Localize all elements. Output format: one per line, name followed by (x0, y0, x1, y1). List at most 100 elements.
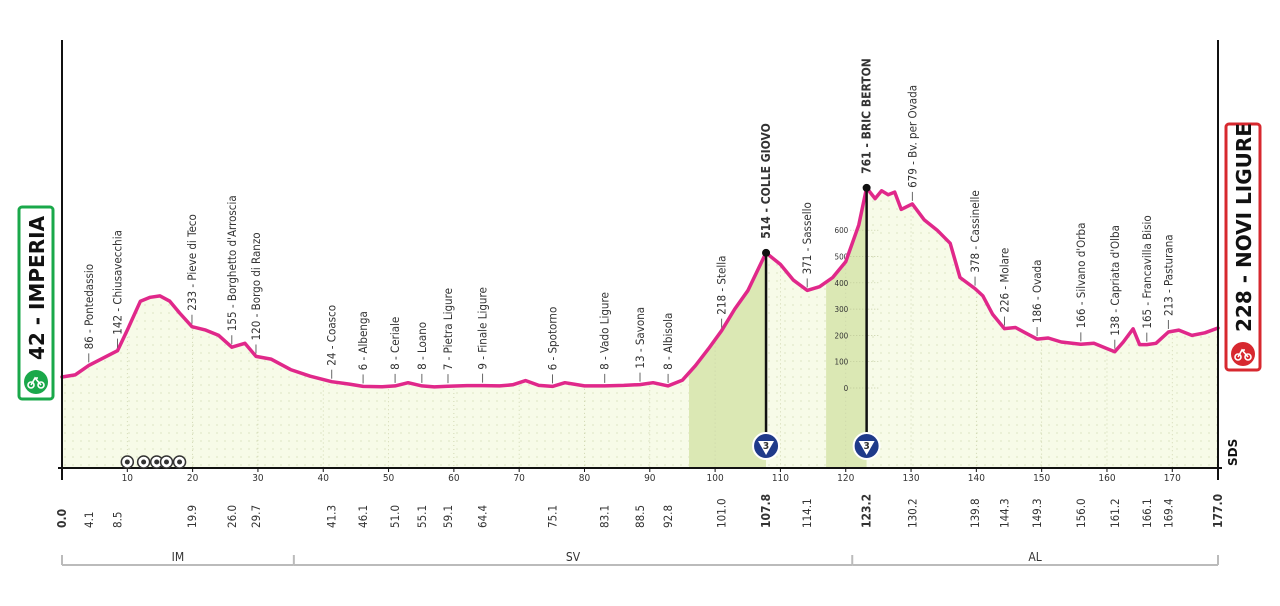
km-label: 166.1 (1140, 498, 1154, 528)
waypoint-label: 165 - Francavilla Bisio (1140, 215, 1154, 328)
start-badge: 42 - IMPERIA (17, 205, 55, 401)
start-label: 42 - IMPERIA (25, 215, 49, 360)
province-label: SV (566, 550, 581, 564)
x-tick-label: 70 (513, 473, 525, 484)
climb-scale-tick: 500 (835, 253, 849, 262)
km-label: 83.1 (598, 505, 612, 528)
km-label: 130.2 (905, 498, 919, 528)
x-tick-label: 140 (968, 473, 985, 484)
x-tick-label: 100 (707, 473, 724, 484)
profile-line (60, 186, 1220, 389)
km-label: 51.0 (388, 505, 402, 528)
start-bike-icon (24, 370, 48, 394)
waypoint-label: 13 - Savona (633, 307, 647, 369)
waypoint-label: 679 - Bv. per Ovada (905, 85, 919, 188)
waypoint-label: 8 - Loano (415, 322, 429, 370)
waypoint-label: 9 - Finale Ligure (476, 287, 490, 369)
climb-scale-tick: 0 (844, 384, 849, 393)
climb-triangle-icon (858, 441, 875, 455)
finish-bike-glyph (1234, 348, 1252, 361)
waypoint-label: 6 - Spotorno (546, 307, 560, 371)
km-label: 107.8 (759, 494, 773, 528)
km-label: 149.3 (1030, 498, 1044, 528)
km-label: 101.0 (715, 498, 729, 528)
waypoint-label: 138 - Capriata d'Olba (1108, 225, 1122, 336)
km-label: 75.1 (546, 505, 560, 528)
marker-icon-core (154, 459, 160, 465)
climb-scale-tick: 600 (835, 226, 849, 235)
km-label: 19.9 (185, 505, 199, 528)
finish-bike-icon (1231, 342, 1255, 366)
climb-category-label: 3 (763, 441, 769, 452)
climb-scale-tick: 200 (835, 331, 849, 340)
province-bar: IM SV AL (61, 550, 1219, 566)
start-badge-frame (17, 205, 55, 401)
province-label: AL (1028, 550, 1041, 564)
km-label: 114.1 (800, 498, 814, 528)
marker-icon-core (177, 459, 183, 465)
intermediate-markers (120, 455, 187, 469)
summit-dot (862, 183, 871, 192)
km-label: 92.8 (661, 505, 675, 528)
km-label: 64.4 (476, 505, 490, 528)
profile-fill (62, 187, 1218, 468)
km-label: 46.1 (356, 505, 370, 528)
waypoint-label: 6 - Albenga (356, 311, 370, 370)
waypoint-label: 120 - Borgo di Ranzo (249, 232, 263, 340)
km-label: 88.5 (633, 505, 647, 528)
summit-dot (762, 248, 771, 257)
climb-fill-1 (826, 194, 867, 468)
km-label: 161.2 (1108, 498, 1122, 528)
km-label: 8.5 (111, 512, 125, 528)
x-tick-label: 20 (187, 473, 199, 484)
km-label: 26.0 (225, 505, 239, 528)
x-tick-label: 90 (644, 473, 656, 484)
km-label: 0.0 (55, 509, 69, 528)
waypoint-label: 24 - Coasco (325, 305, 339, 366)
waypoint-label: 86 - Pontedassio (82, 264, 96, 350)
waypoints: 86 - Pontedassio 142 - Chiusavecchia 233 -… (82, 58, 1175, 450)
x-tick-label: 60 (448, 473, 460, 484)
waypoint-label: 233 - Pieve di Teco (185, 214, 199, 311)
x-axis: 10 20 30 40 50 60 70 80 90 100 110 120 130 140 150 160 1… (58, 40, 1222, 484)
km-label: 169.4 (1161, 498, 1175, 528)
profile-grid (126, 207, 1173, 468)
waypoint-label: 226 - Molare (997, 248, 1011, 313)
waypoint-label: 8 - Vado Ligure (598, 292, 612, 370)
waypoint-label: 155 - Borghetto d'Arroscia (225, 195, 239, 331)
province-label: IM (172, 550, 185, 564)
km-label: 139.8 (968, 498, 982, 528)
finish-badge: 228 - NOVI LIGURE (1224, 122, 1262, 372)
x-tick-label: 80 (579, 473, 591, 484)
climb-triangle-icon (758, 441, 775, 455)
climb-scale-tick: 400 (835, 279, 849, 288)
x-tick-label: 40 (318, 473, 330, 484)
km-label: 144.3 (997, 498, 1011, 528)
climb-category-label: 3 (863, 441, 869, 452)
waypoint-label: 166 - Silvano d'Orba (1074, 223, 1088, 329)
waypoint-label: 371 - Sassello (800, 202, 814, 274)
finish-badge-frame (1224, 122, 1262, 372)
profile-polyline (60, 186, 1220, 389)
km-label: 123.2 (860, 494, 874, 528)
x-tick-label: 150 (1033, 473, 1050, 484)
marker-icon-core (141, 459, 147, 465)
waypoint-label: 761 - BRIC BERTON (860, 58, 874, 174)
x-tick-label: 50 (383, 473, 395, 484)
km-label: 59.1 (441, 505, 455, 528)
waypoint-label: 8 - Albisola (661, 313, 675, 370)
km-label: 55.1 (415, 505, 429, 528)
climb-fill-0 (689, 253, 766, 468)
km-label: 29.7 (249, 505, 263, 528)
km-label: 41.3 (325, 505, 339, 528)
waypoint-label: 218 - Stella (715, 256, 729, 315)
marker-icon-core (124, 459, 130, 465)
x-tick-label: 10 (122, 473, 134, 484)
climb-scale-tick: 300 (835, 305, 849, 314)
x-tick-label: 120 (837, 473, 854, 484)
x-tick-label: 160 (1098, 473, 1115, 484)
x-tick-label: 130 (902, 473, 919, 484)
waypoint-label: 378 - Cassinelle (968, 190, 982, 272)
waypoint-label: 186 - Ovada (1030, 260, 1044, 324)
